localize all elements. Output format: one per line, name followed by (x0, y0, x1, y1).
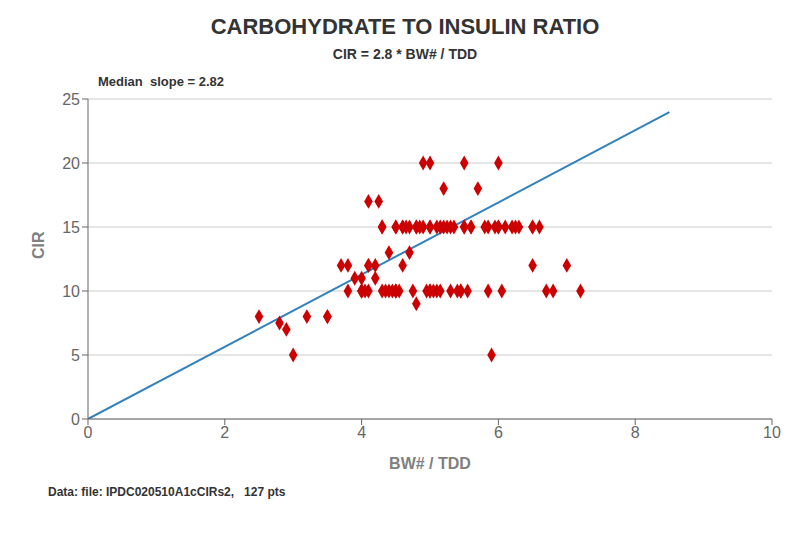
svg-text:10: 10 (763, 424, 781, 441)
svg-text:CIR: CIR (30, 231, 47, 259)
svg-text:5: 5 (71, 347, 80, 364)
svg-text:25: 25 (62, 91, 80, 108)
svg-text:15: 15 (62, 219, 80, 236)
svg-text:4: 4 (357, 424, 366, 441)
html-text:CIR = 2.8 * BW# / TDD: CIR = 2.8 * BW# / TDD (332, 46, 478, 62)
svg-text:8: 8 (631, 424, 640, 441)
svg-text:2: 2 (220, 424, 229, 441)
html-text:Data: file: IPDC020510A1cCIRs2: Data: file: IPDC020510A1cCIRs2, 127 pts (48, 485, 286, 499)
svg-text:6: 6 (494, 424, 503, 441)
svg-text:20: 20 (62, 155, 80, 172)
svg-text:BW# / TDD: BW# / TDD (389, 455, 471, 472)
svg-text:0: 0 (71, 411, 80, 428)
html-text:CARBOHYDRATE TO INSULIN RATIO: CARBOHYDRATE TO INSULIN RATIO (210, 14, 600, 39)
html-text:Median slope = 2.82: Median slope = 2.82 (98, 74, 225, 89)
svg-text:10: 10 (62, 283, 80, 300)
svg-text:0: 0 (84, 424, 93, 441)
